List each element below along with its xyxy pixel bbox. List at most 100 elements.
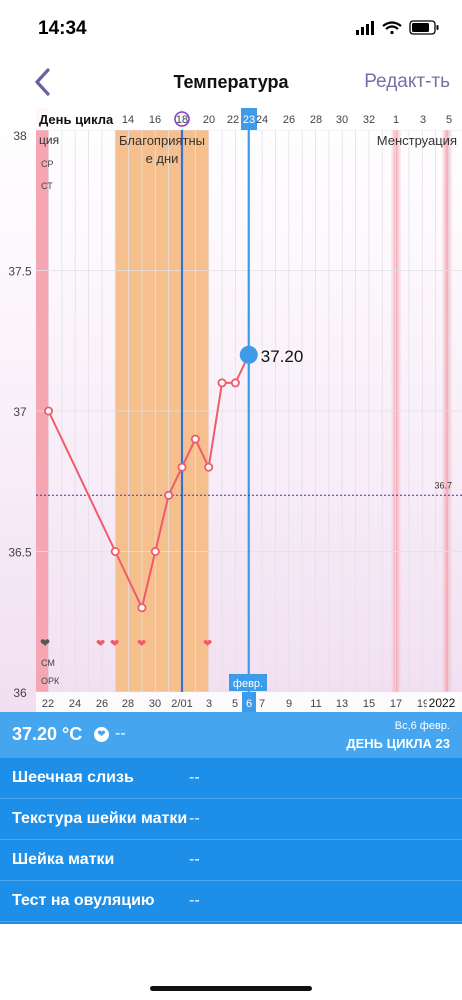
top-tick-label: 18 bbox=[176, 114, 188, 126]
heart-icon: ❤ bbox=[94, 727, 109, 742]
top-tick-label: 1 bbox=[393, 114, 399, 126]
status-time: 14:34 bbox=[38, 18, 87, 39]
legend-cp-label: СР bbox=[41, 159, 54, 169]
selected-temperature-point bbox=[239, 345, 258, 364]
menstruation-label: Менструация bbox=[377, 133, 457, 148]
bottom-tick-label: 2/01 bbox=[171, 698, 192, 710]
selected-day-badge bbox=[241, 108, 257, 130]
temperature-point bbox=[190, 434, 200, 444]
row-cervical-mucus[interactable]: Шеечная слизь -- bbox=[0, 758, 462, 799]
bottom-tick-label-selected: 6 bbox=[246, 698, 252, 710]
temperature-point bbox=[44, 406, 54, 416]
bottom-tick-label: 26 bbox=[96, 698, 108, 710]
top-tick-label: 24 bbox=[256, 114, 268, 126]
ovulation-day-marker bbox=[174, 111, 190, 127]
year-label-background bbox=[427, 693, 457, 711]
top-tick-label: 26 bbox=[283, 114, 295, 126]
battery-icon bbox=[409, 20, 439, 35]
selected-value-label: 37.20 bbox=[261, 347, 304, 366]
row-label: Шеечная слизь bbox=[12, 769, 134, 786]
top-tick-label: 20 bbox=[203, 114, 215, 126]
temperature-point bbox=[204, 462, 214, 472]
day-details-panel: 37.20 °C ❤ -- Вс,6 февр. ДЕНЬ ЦИКЛА 23 Ш… bbox=[0, 712, 462, 924]
fertile-window-label-line1: Благоприятны bbox=[119, 133, 205, 148]
row-value: -- bbox=[189, 851, 200, 868]
row-value: -- bbox=[189, 810, 200, 827]
heart-icon: ❤ bbox=[110, 637, 119, 650]
y-tick-label: 37 bbox=[13, 405, 27, 419]
top-tick-label: 22 bbox=[227, 114, 239, 126]
temperature-point bbox=[217, 378, 227, 388]
row-ovulation-test[interactable]: Тест на овуляцию -- bbox=[0, 881, 462, 922]
selected-date-badge bbox=[242, 692, 256, 712]
fertile-window-label-line2: е дни bbox=[146, 151, 179, 166]
y-tick-label: 37.5 bbox=[8, 265, 32, 279]
top-tick-label: 32 bbox=[363, 114, 375, 126]
temperature-point bbox=[150, 546, 160, 556]
bottom-tick-label: 3 bbox=[206, 698, 212, 710]
home-indicator[interactable] bbox=[150, 986, 312, 991]
temperature-chart-svg[interactable]: 36.7 37.20 ция Благоприятны е дни Менструац… bbox=[0, 108, 462, 712]
bottom-tick-label: 24 bbox=[69, 698, 81, 710]
bottom-tick-label: 13 bbox=[336, 698, 348, 710]
signal-icon bbox=[356, 21, 374, 35]
bottom-tick-label: 11 bbox=[310, 698, 321, 710]
wifi-icon bbox=[382, 21, 402, 35]
top-tick-label: 14 bbox=[122, 114, 134, 126]
summary-temperature: 37.20 °C bbox=[12, 724, 83, 744]
temperature-chart[interactable]: 36.7 37.20 ция Благоприятны е дни Менструац… bbox=[0, 108, 462, 712]
chart-background bbox=[0, 108, 462, 712]
month-badge bbox=[229, 674, 267, 691]
top-tick-label: 16 bbox=[149, 114, 161, 126]
status-bar: 14:34 bbox=[0, 0, 462, 58]
month-badge-label: февр. bbox=[233, 678, 263, 690]
row-cervix-texture[interactable]: Текстура шейки матки -- bbox=[0, 799, 462, 840]
bottom-tick-label: 17 bbox=[390, 698, 402, 710]
temperature-point bbox=[177, 462, 187, 472]
bottom-tick-label: 9 bbox=[286, 698, 292, 710]
heart-icon: ❤ bbox=[40, 636, 50, 650]
top-tick-label-selected: 23 bbox=[243, 114, 255, 126]
row-value: -- bbox=[189, 769, 200, 786]
status-icons bbox=[356, 20, 439, 35]
legend-opk-label: ОРК bbox=[41, 676, 60, 686]
bottom-tick-label: 22 bbox=[42, 698, 54, 710]
nav-bar: Температура Редакт-ть bbox=[0, 58, 462, 108]
row-cervix[interactable]: Шейка матки -- bbox=[0, 840, 462, 881]
edit-button[interactable]: Редакт-ть bbox=[364, 71, 450, 92]
y-tick-label: 38 bbox=[13, 129, 27, 143]
page-title: Температура bbox=[173, 72, 289, 92]
day-summary-bar[interactable]: 37.20 °C ❤ -- Вс,6 февр. ДЕНЬ ЦИКЛА 23 bbox=[0, 712, 462, 758]
summary-cycle-day: ДЕНЬ ЦИКЛА 23 bbox=[346, 736, 450, 751]
top-tick-label: 28 bbox=[310, 114, 322, 126]
menstruation-left-label: ция bbox=[39, 133, 59, 147]
temperature-point bbox=[230, 378, 240, 388]
summary-date: Вс,6 февр. bbox=[394, 720, 450, 732]
bottom-tick-label: 15 bbox=[363, 698, 375, 710]
y-tick-label: 36.5 bbox=[8, 546, 32, 560]
legend-cm-label: СМ bbox=[41, 658, 55, 668]
summary-dash: -- bbox=[115, 725, 126, 742]
top-tick-label: 3 bbox=[420, 114, 426, 126]
top-tick-label: 30 bbox=[336, 114, 348, 126]
legend-ct-label: СТ bbox=[41, 181, 53, 191]
bottom-tick-label: 19 bbox=[417, 698, 429, 710]
row-value: -- bbox=[189, 892, 200, 909]
coverline-label: 36.7 bbox=[434, 480, 452, 490]
y-tick-label: 36 bbox=[13, 686, 27, 700]
year-label: 2022 bbox=[429, 696, 456, 710]
temperature-point bbox=[164, 490, 174, 500]
row-label: Тест на овуляцию bbox=[12, 892, 155, 909]
menstruation-band-left bbox=[36, 108, 49, 692]
bottom-tick-label: 5 bbox=[232, 698, 238, 710]
heart-icon: ❤ bbox=[137, 637, 146, 650]
cycle-day-header: День цикла bbox=[39, 112, 114, 127]
bottom-tick-label: 28 bbox=[122, 698, 134, 710]
bottom-tick-label: 7 bbox=[259, 698, 265, 710]
bottom-area bbox=[0, 924, 462, 1000]
row-label: Шейка матки bbox=[12, 851, 115, 868]
heart-icon: ❤ bbox=[96, 637, 105, 650]
bottom-tick-label: 30 bbox=[149, 698, 161, 710]
temperature-point bbox=[137, 603, 147, 613]
back-chevron-icon[interactable] bbox=[30, 66, 56, 98]
